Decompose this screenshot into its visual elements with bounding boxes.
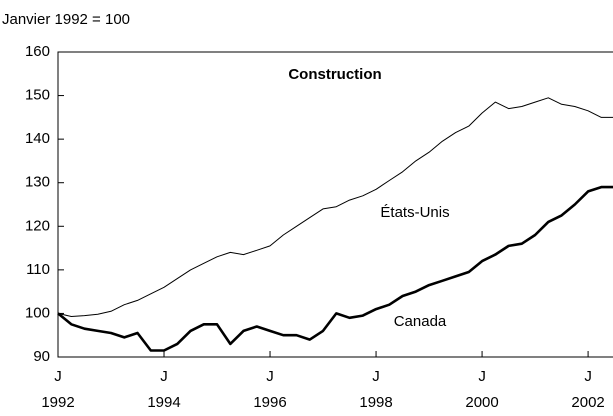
x-tick-prefix: J — [160, 368, 168, 385]
series-line — [57, 185, 613, 352]
x-tick-label: 1992 — [41, 394, 74, 411]
chart-title: Construction — [288, 66, 381, 83]
series-label: États-Unis — [380, 204, 449, 221]
y-tick-label: 130 — [25, 174, 50, 191]
series-line — [57, 97, 613, 317]
plot-frame — [57, 51, 613, 358]
y-tick-label: 110 — [26, 261, 50, 278]
y-tick-label: 120 — [25, 217, 50, 234]
x-tick-label: 1996 — [253, 394, 286, 411]
x-tick-prefix: J — [372, 368, 380, 385]
x-tick-label: 2002 — [571, 394, 604, 411]
x-tick-label: 1998 — [359, 394, 392, 411]
series-label: Canada — [394, 313, 447, 330]
x-tick-prefix: J — [584, 368, 592, 385]
y-tick-label: 160 — [25, 43, 50, 60]
y-tick-label: 100 — [25, 304, 50, 321]
x-tick-prefix: J — [266, 368, 274, 385]
y-tick-label: 140 — [25, 130, 50, 147]
x-tick-prefix: J — [54, 368, 62, 385]
chart-subtitle: Janvier 1992 = 100 — [2, 11, 130, 28]
x-tick-prefix: J — [478, 368, 486, 385]
x-tick-label: 2000 — [465, 394, 498, 411]
x-tick-label: 1994 — [147, 394, 180, 411]
y-tick-label: 150 — [25, 87, 50, 104]
y-tick-label: 90 — [33, 348, 50, 365]
